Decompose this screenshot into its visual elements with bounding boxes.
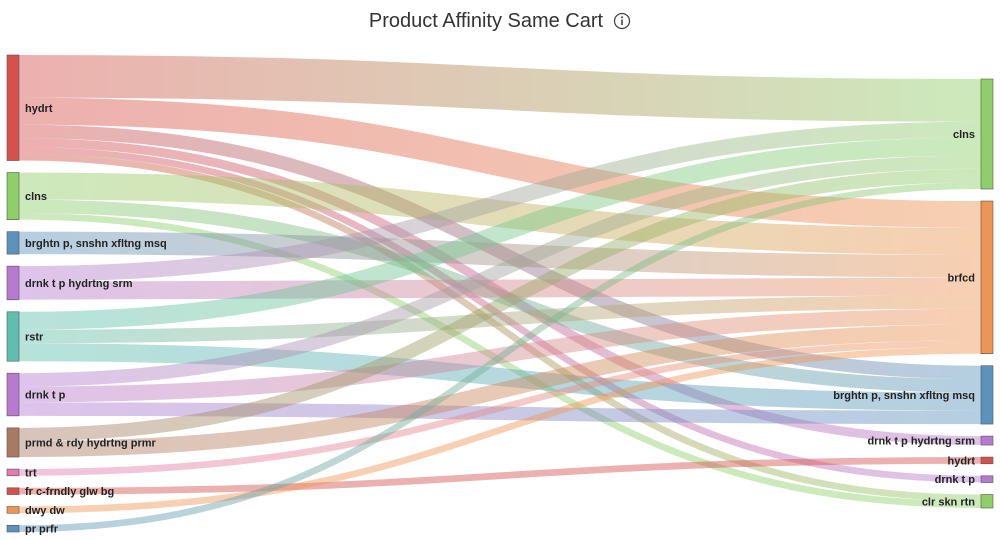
target-node-drnk[interactable] — [980, 475, 994, 483]
sankey-nodes — [6, 54, 994, 533]
target-node-label: drnk t p — [935, 474, 976, 486]
chart-title: Product Affinity Same Cart — [368, 9, 604, 32]
sankey-link-clns-to-brfcd[interactable] — [18, 172, 982, 255]
sankey-link-drnk-to-brghtn[interactable] — [18, 402, 982, 425]
sankey-link-rstr-to-clns[interactable] — [18, 137, 982, 330]
sankey-link-fr-to-hydrt[interactable] — [18, 457, 982, 495]
source-node-pr[interactable] — [6, 524, 20, 533]
source-node-label: trt — [25, 467, 37, 479]
target-node-brfcd[interactable] — [980, 200, 994, 354]
target-node-clns[interactable] — [980, 78, 994, 190]
source-node-label: dwy dw — [25, 505, 65, 517]
source-node-label: pr prfr — [25, 524, 59, 536]
sankey-labels: hydrt clns brghtn p, snshn xfltng msq drnk … — [25, 103, 975, 536]
source-node-label: prmd & rdy hydrtng prmr — [25, 437, 157, 449]
sankey-link-rstr-to-brghtn[interactable] — [18, 343, 982, 411]
source-node-drnk[interactable] — [6, 372, 20, 417]
target-node-label: clr skn rtn — [922, 496, 975, 508]
target-node-clr[interactable] — [980, 494, 994, 509]
source-node-clns[interactable] — [6, 172, 20, 220]
sankey-link-rstr-to-brfcd[interactable] — [18, 295, 982, 344]
sankey-link-hydrt-to-clns[interactable] — [18, 55, 982, 122]
source-node-fr[interactable] — [6, 487, 20, 495]
source-node-hydrt[interactable] — [6, 54, 20, 161]
source-node-label: fr c-frndly glw bg — [25, 486, 114, 498]
target-node-label: brghtn p, snshn xfltng msq — [833, 390, 975, 402]
source-node-rstr[interactable] — [6, 311, 20, 362]
sankey-link-prmd-to-clns[interactable] — [18, 168, 982, 442]
target-node-label: brfcd — [948, 272, 976, 284]
source-node-dwy[interactable] — [6, 506, 20, 514]
source-node-trt[interactable] — [6, 468, 20, 477]
sankey-link-drnk_hydrtng-to-brfcd[interactable] — [18, 277, 982, 300]
sankey-link-brghtn-to-brfcd[interactable] — [18, 231, 982, 278]
sankey-links — [18, 55, 982, 532]
source-node-brghtn[interactable] — [6, 231, 20, 255]
target-node-drnk_hydrtng[interactable] — [980, 435, 994, 446]
source-node-label: drnk t p — [25, 390, 66, 402]
source-node-prmd[interactable] — [6, 427, 20, 458]
source-node-label: brghtn p, snshn xfltng msq — [25, 238, 167, 250]
chart-title-bar: Product Affinity Same Cart — [0, 6, 1000, 36]
sankey-link-drnk-to-clns[interactable] — [18, 155, 982, 387]
source-node-label: hydrt — [25, 103, 53, 115]
target-node-label: hydrt — [948, 455, 976, 467]
source-node-label: drnk t p hydrtng srm — [25, 278, 133, 290]
target-node-label: clns — [953, 129, 975, 141]
target-node-label: drnk t p hydrtng srm — [867, 436, 975, 448]
source-node-label: rstr — [25, 332, 44, 344]
target-node-brghtn[interactable] — [980, 365, 994, 425]
sankey-link-trt-to-brfcd[interactable] — [18, 340, 982, 476]
sankey-link-pr-to-clns[interactable] — [18, 182, 982, 532]
sankey-link-prmd-to-brfcd[interactable] — [18, 324, 982, 458]
source-node-label: clns — [25, 191, 47, 203]
sankey-link-drnk_hydrtng-to-clns[interactable] — [18, 121, 982, 282]
target-node-hydrt[interactable] — [980, 456, 994, 465]
info-icon[interactable] — [613, 12, 631, 30]
source-node-drnk_hydrtng[interactable] — [6, 265, 20, 301]
sankey-link-dwy-to-brfcd[interactable] — [18, 346, 982, 514]
